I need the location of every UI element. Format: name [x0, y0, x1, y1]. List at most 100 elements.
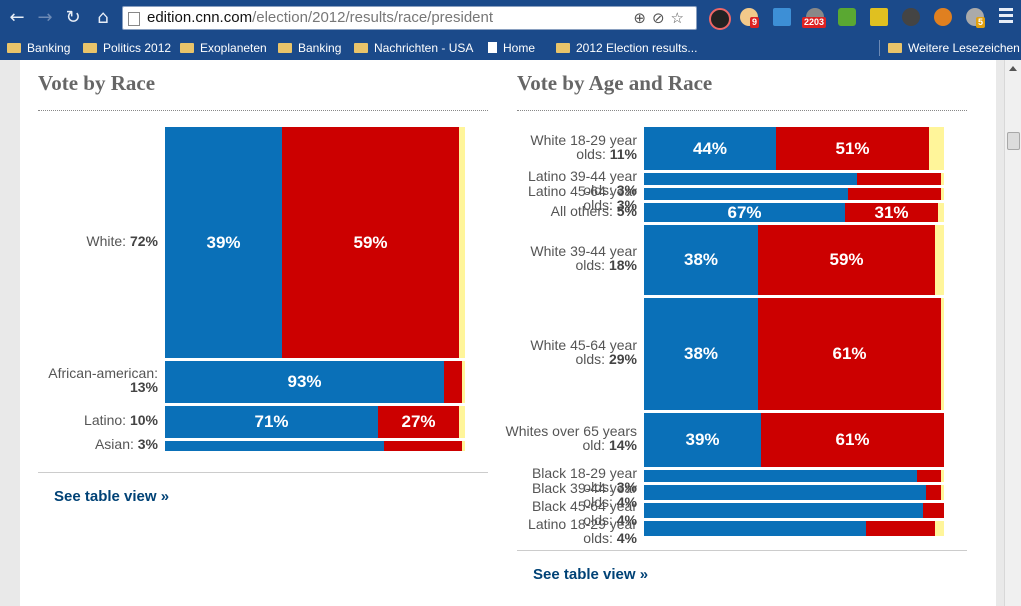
row-label: Black 45-64 year olds: 4% — [505, 499, 637, 527]
romney-segment[interactable]: 61% — [761, 413, 944, 467]
row-share: 3% — [616, 479, 637, 495]
obama-segment[interactable]: 38% — [644, 298, 758, 410]
bookmark-label: Nachrichten - USA — [374, 41, 474, 55]
romney-segment[interactable] — [923, 503, 944, 518]
other-segment[interactable] — [935, 521, 944, 536]
obama-segment[interactable] — [165, 441, 384, 451]
obama-segment[interactable]: 71% — [165, 406, 378, 438]
bookmark-banking[interactable]: Banking — [7, 39, 70, 57]
romney-segment-label: 31% — [874, 203, 909, 222]
extension-mail-icon[interactable]: 2203 — [802, 8, 827, 28]
other-segment[interactable] — [941, 173, 944, 185]
row-label: Asian: 3% — [30, 437, 158, 451]
obama-segment[interactable] — [644, 188, 848, 200]
row-group-name: All others: — [550, 203, 613, 219]
obama-segment[interactable]: 67% — [644, 203, 845, 222]
row-label: White: 72% — [30, 234, 158, 248]
obama-segment[interactable]: 39% — [165, 127, 282, 358]
zoom-icon[interactable]: ⊕ — [633, 9, 652, 27]
romney-segment[interactable] — [857, 173, 941, 185]
row-group-name: Black 18-29 year olds: — [531, 465, 637, 495]
extension-clock-icon[interactable] — [902, 8, 920, 26]
romney-segment[interactable]: 61% — [758, 298, 941, 410]
extension-signal-icon[interactable]: 9 — [740, 8, 760, 28]
title-divider — [38, 110, 488, 111]
bookmark-home[interactable]: Home — [488, 39, 535, 57]
extension-ie-icon[interactable] — [773, 8, 791, 26]
title-divider — [517, 110, 967, 111]
obama-segment[interactable]: 39% — [644, 413, 761, 467]
other-segment[interactable] — [929, 127, 944, 170]
romney-segment[interactable]: 59% — [758, 225, 935, 295]
obama-segment-label: 71% — [254, 412, 289, 431]
obama-segment[interactable] — [644, 521, 866, 536]
obama-segment-label: 38% — [683, 250, 719, 269]
other-segment[interactable] — [462, 441, 465, 451]
address-bar[interactable]: edition.cnn.com/election/2012/results/ra… — [122, 6, 697, 30]
back-arrow-icon[interactable]: ← — [9, 7, 25, 28]
other-segment[interactable] — [941, 188, 944, 200]
romney-segment[interactable]: 59% — [282, 127, 459, 358]
obama-segment[interactable] — [644, 503, 923, 518]
reload-icon[interactable]: ↻ — [65, 7, 81, 28]
other-segment[interactable] — [459, 406, 465, 438]
row-group-name: Whites over 65 years old: — [505, 423, 638, 453]
row-label: Black 18-29 year olds: 3% — [505, 466, 637, 494]
obama-segment[interactable] — [644, 470, 917, 482]
bookmark-2012-election-results[interactable]: 2012 Election results... — [556, 39, 697, 57]
obama-segment[interactable] — [644, 173, 857, 185]
row-group-name: White 45-64 year olds: — [530, 337, 637, 367]
extension-avast-icon[interactable] — [934, 8, 952, 26]
extension-refresh-icon[interactable] — [838, 8, 856, 26]
romney-segment[interactable]: 51% — [776, 127, 929, 170]
extension-eye-icon[interactable]: 5 — [966, 8, 986, 28]
browser-toolbar: ← → ↻ ⌂ edition.cnn.com/election/2012/re… — [0, 0, 1021, 36]
romney-segment[interactable] — [848, 188, 941, 200]
romney-segment[interactable]: 27% — [378, 406, 459, 438]
romney-segment[interactable] — [444, 361, 462, 403]
obama-segment[interactable]: 44% — [644, 127, 776, 170]
romney-segment-label: 27% — [401, 412, 436, 431]
row-group-name: Black 45-64 year olds: — [531, 498, 637, 528]
folder-icon — [354, 43, 368, 53]
row-group-name: Latino 45-64 year olds: — [528, 183, 637, 213]
chart-bottom-divider — [38, 472, 488, 473]
star-icon[interactable]: ☆ — [670, 9, 690, 27]
other-segment[interactable] — [462, 361, 465, 403]
other-segment[interactable] — [941, 470, 944, 482]
romney-segment[interactable] — [866, 521, 935, 536]
romney-segment[interactable] — [926, 485, 941, 500]
row-share: 3% — [616, 182, 637, 198]
url-text[interactable]: edition.cnn.com/election/2012/results/ra… — [147, 9, 493, 26]
obama-segment[interactable] — [644, 485, 926, 500]
chart-bottom-divider — [517, 550, 967, 551]
obama-segment[interactable]: 38% — [644, 225, 758, 295]
extension-clip-icon[interactable] — [870, 8, 888, 26]
romney-segment[interactable] — [384, 441, 462, 451]
other-segment[interactable] — [935, 225, 944, 295]
see-table-view-link[interactable]: See table view » — [54, 488, 170, 505]
vertical-scrollbar[interactable] — [1004, 60, 1021, 606]
bookmark-exoplaneten[interactable]: Exoplaneten — [180, 39, 267, 57]
obama-segment[interactable]: 93% — [165, 361, 444, 403]
other-segment[interactable] — [941, 485, 944, 500]
see-table-view-link[interactable]: See table view » — [533, 566, 649, 583]
other-segment[interactable] — [938, 203, 944, 222]
menu-icon[interactable] — [999, 8, 1013, 24]
bookmark-other[interactable]: Weitere Lesezeichen — [888, 39, 1020, 57]
forward-arrow-icon[interactable]: → — [37, 7, 53, 28]
other-segment[interactable] — [941, 298, 944, 410]
folder-icon — [278, 43, 292, 53]
bookmark-banking-2[interactable]: Banking — [278, 39, 341, 57]
scroll-up-arrow-icon[interactable] — [1009, 66, 1017, 71]
romney-segment[interactable] — [917, 470, 941, 482]
other-segment[interactable] — [459, 127, 465, 358]
bookmark-nachrichten-usa[interactable]: Nachrichten - USA — [354, 39, 473, 57]
scrollbar-thumb[interactable] — [1007, 132, 1020, 150]
blocked-icon[interactable]: ⊘ — [651, 9, 671, 27]
extension-camera-icon[interactable] — [709, 8, 731, 30]
bookmark-politics-2012[interactable]: Politics 2012 — [83, 39, 171, 57]
home-icon[interactable]: ⌂ — [97, 7, 109, 28]
romney-segment[interactable]: 31% — [845, 203, 938, 222]
obama-segment-label: 38% — [683, 344, 719, 363]
